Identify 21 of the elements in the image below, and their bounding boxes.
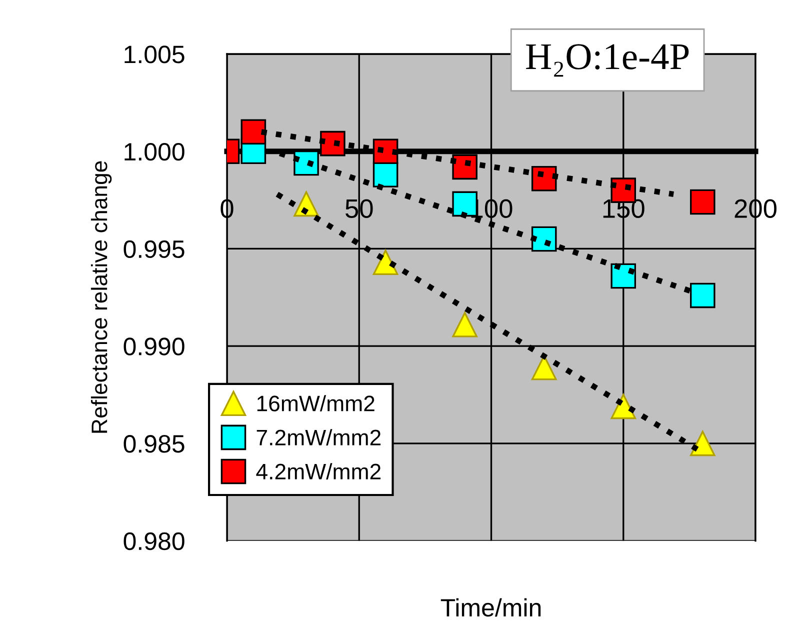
y-tick-label: 0.990 <box>124 338 184 356</box>
point <box>690 430 716 456</box>
y-tick-label: 1.000 <box>124 142 184 161</box>
y-tick-label: 0.995 <box>124 240 184 258</box>
point <box>452 312 478 338</box>
y-tick-label: 0.980 <box>124 532 184 550</box>
x-axis-title: Time/min <box>440 598 541 617</box>
y-axis-title: Reflectance relative change <box>90 161 112 433</box>
y-tick-label: 0.985 <box>124 435 184 453</box>
legend-label: 4.2mW/mm2 <box>256 463 381 480</box>
point <box>452 154 478 180</box>
point <box>690 282 716 308</box>
point <box>240 119 266 145</box>
point <box>690 189 716 215</box>
point <box>610 394 636 420</box>
legend-label: 16mW/mm2 <box>257 395 374 412</box>
point <box>372 250 398 275</box>
point <box>531 166 557 192</box>
y-tick-label: 1.005 <box>124 46 184 64</box>
annotation: H₂O:1e-4P <box>526 44 689 77</box>
legend-label: 7.2mW/mm2 <box>256 429 381 446</box>
